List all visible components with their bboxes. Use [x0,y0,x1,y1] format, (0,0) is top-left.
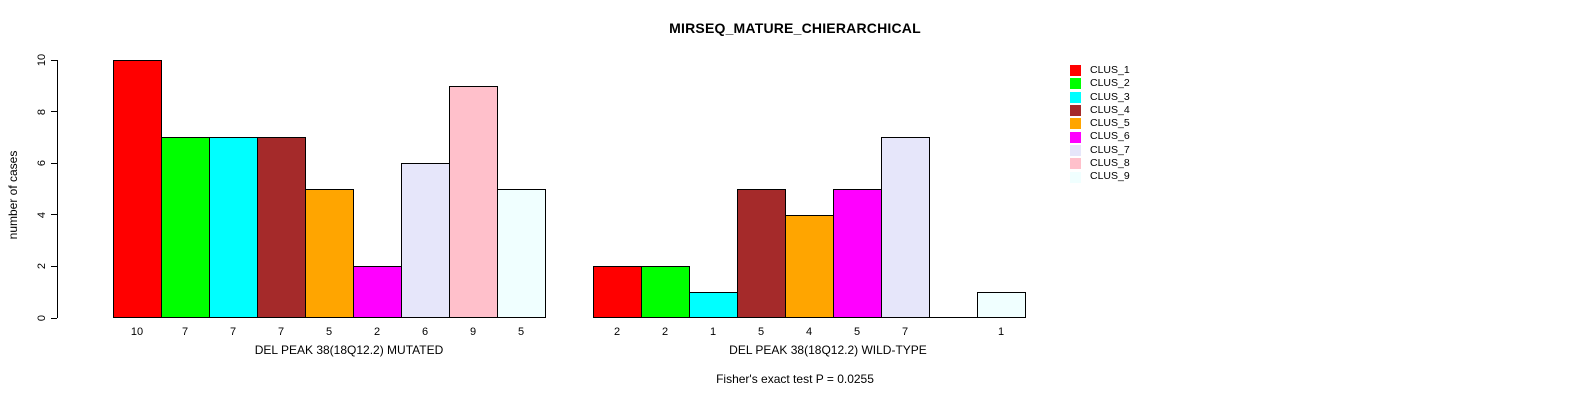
bar-clus_5 [305,189,354,318]
bar-clus_2 [161,137,210,318]
bar-clus_6 [353,266,402,318]
legend-swatch-icon [1070,131,1081,143]
fisher-test-annotation: Fisher's exact test P = 0.0255 [716,372,874,386]
group-x-axis-label: DEL PEAK 38(18Q12.2) MUTATED [254,343,444,357]
bar-clus_4 [737,189,786,318]
legend-item: CLUS_7 [1070,144,1130,157]
legend-item: CLUS_8 [1070,157,1130,170]
bar-value-label: 7 [277,326,285,338]
group-x-axis-label: DEL PEAK 38(18Q12.2) WILD-TYPE [729,343,927,357]
y-axis-tick [51,214,57,216]
y-axis-tick-label: 2 [36,263,48,270]
legend-item: CLUS_5 [1070,117,1130,130]
legend-label: CLUS_8 [1090,157,1130,170]
bar-clus_8 [449,86,498,318]
legend-swatch-icon [1070,65,1081,77]
bar-value-label: 1 [997,326,1005,338]
y-axis-tick-label: 10 [36,53,48,67]
legend-swatch-icon [1070,91,1081,103]
bar-value-label: 2 [613,326,621,338]
legend-label: CLUS_1 [1090,64,1130,76]
legend-item: CLUS_6 [1070,130,1130,143]
bar-clus_8-zero [929,317,978,318]
y-axis-tick [51,111,57,113]
y-axis-tick [51,317,57,319]
bar-clus_1 [593,266,642,318]
legend-item: CLUS_2 [1070,77,1130,90]
legend-swatch-icon [1070,144,1081,156]
legend-label: CLUS_7 [1090,143,1130,156]
bar-clus_5 [785,215,834,318]
bar-clus_7 [401,163,450,318]
bar-clus_7 [881,137,930,318]
bar-clus_3 [209,137,258,318]
bar-value-label: 5 [325,326,333,338]
legend: CLUS_1 CLUS_2 CLUS_3 CLUS_4 CLUS_5 CLUS_6 CLUS… [1070,64,1130,184]
legend-item: CLUS_1 [1070,64,1130,77]
legend-label: CLUS_5 [1090,117,1130,130]
bar-clus_3 [689,292,738,318]
bar-clus_9 [977,292,1026,318]
y-axis-tick-label: 8 [36,108,48,115]
y-axis-tick-label: 4 [36,211,48,218]
y-axis-tick-label: 6 [36,160,48,167]
legend-item: CLUS_9 [1070,170,1130,183]
bar-value-label: 7 [901,326,909,338]
bar-value-label: 2 [661,326,669,338]
bar-value-label: 7 [181,326,189,338]
bar-clus_1 [113,60,162,318]
bar-value-label: 4 [805,326,813,338]
y-axis-tick [51,59,57,61]
bar-clus_4 [257,137,306,318]
y-axis-tick [51,162,57,164]
legend-label: CLUS_9 [1090,170,1130,183]
legend-label: CLUS_6 [1090,130,1130,143]
bar-value-label: 5 [853,326,861,338]
legend-item: CLUS_3 [1070,91,1130,104]
y-axis-tick-label: 0 [36,314,48,322]
legend-label: CLUS_4 [1090,103,1130,116]
bar-value-label: 6 [421,326,429,338]
legend-swatch-icon [1070,105,1081,117]
legend-swatch-icon [1070,118,1081,130]
legend-swatch-icon [1070,158,1081,170]
bar-value-label: 9 [469,326,477,338]
legend-swatch-icon [1070,171,1081,183]
y-axis-tick [51,265,57,267]
legend-label: CLUS_2 [1090,77,1130,90]
bar-value-label: 5 [517,326,525,338]
bar-value-label: 5 [757,326,765,338]
legend-swatch-icon [1070,78,1081,90]
y-axis-label: number of cases [6,150,20,240]
bar-value-label: 2 [373,326,381,338]
legend-label: CLUS_3 [1090,90,1130,103]
bar-value-label: 10 [130,326,144,338]
bar-value-label: 1 [709,326,717,338]
bar-value-label: 7 [229,326,237,338]
legend-item: CLUS_4 [1070,104,1130,117]
chart-title: MIRSEQ_MATURE_CHIERARCHICAL [669,20,921,36]
y-axis-line [57,60,58,318]
bar-clus_2 [641,266,690,318]
bar-clus_6 [833,189,882,318]
bar-clus_9 [497,189,546,318]
